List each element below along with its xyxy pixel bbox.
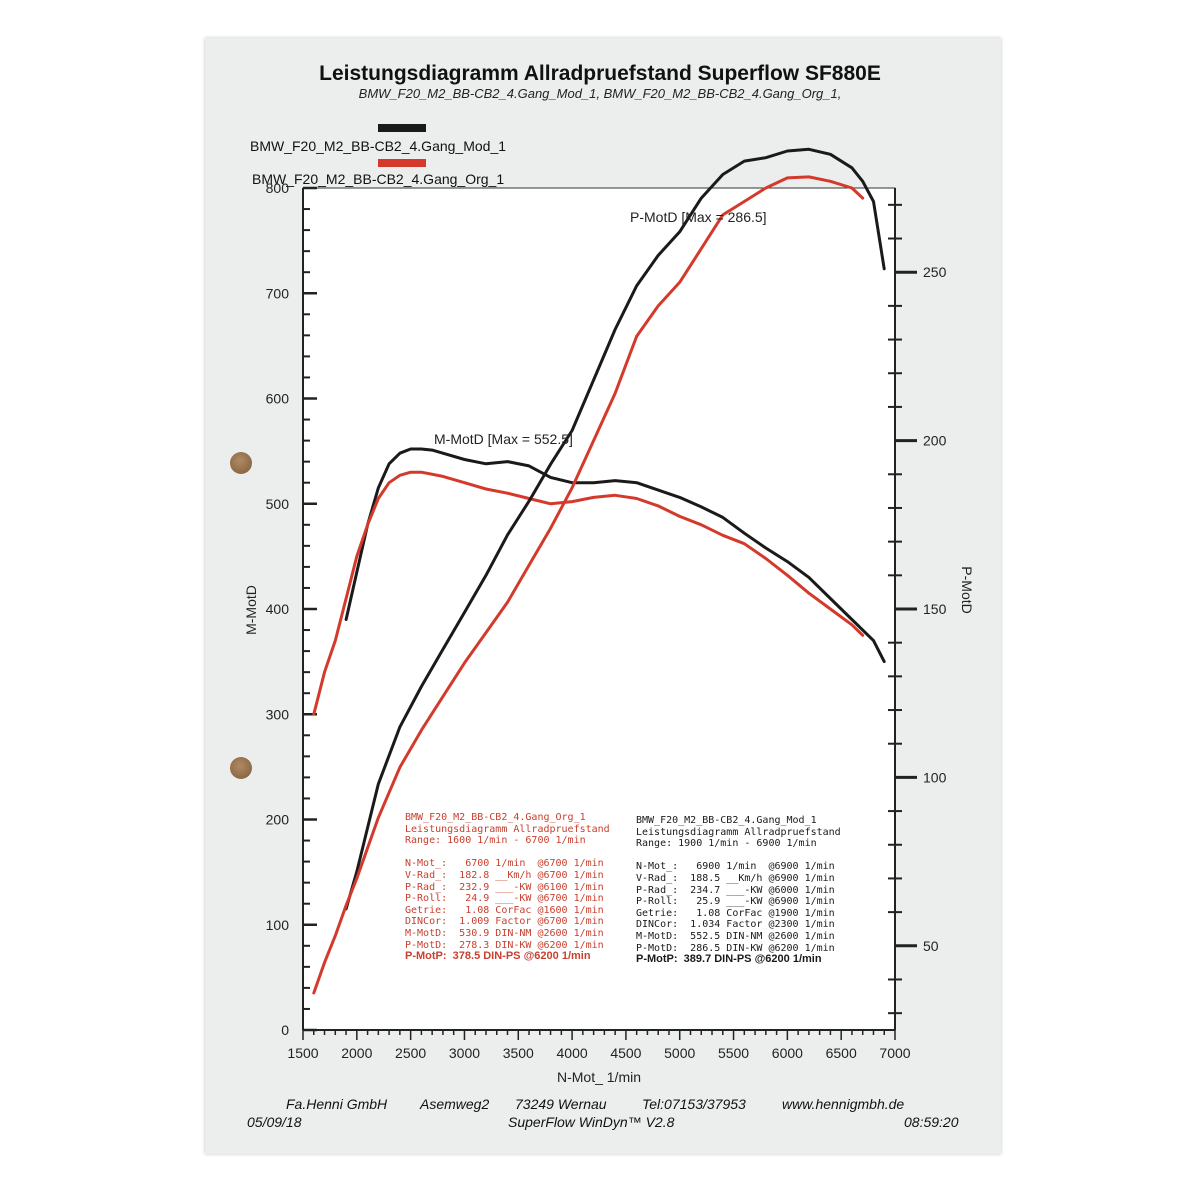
y-left-tick-label: 400 — [266, 601, 290, 617]
result-line: Range: 1600 1/min - 6700 1/min — [405, 835, 586, 847]
result-line: BMW_F20_M2_BB-CB2_4.Gang_Org_1 — [405, 812, 586, 823]
x-tick-label: 6500 — [826, 1045, 857, 1061]
x-tick-label: 1500 — [287, 1045, 318, 1061]
result-line: BMW_F20_M2_BB-CB2_4.Gang_Mod_1 — [636, 815, 817, 826]
result-line: P-MotD: 278.3 DIN-KW @6200 1/min — [405, 939, 604, 951]
punch-hole-bottom — [230, 757, 252, 779]
result-summary: P-MotP: 389.7 DIN-PS @6200 1/min — [636, 953, 822, 966]
x-tick-label: 3500 — [503, 1045, 534, 1061]
punch-hole-top — [230, 452, 252, 474]
legend-label-org: BMW_F20_M2_BB-CB2_4.Gang_Org_1 — [252, 171, 505, 187]
footer-phone: Tel:07153/37953 — [642, 1096, 746, 1112]
y-left-tick-label: 0 — [281, 1022, 289, 1038]
result-line: Leistungsdiagramm Allradpruefstand — [636, 826, 841, 838]
legend-label-mod: BMW_F20_M2_BB-CB2_4.Gang_Mod_1 — [250, 138, 507, 154]
y-right-axis-label: P-MotD — [959, 566, 975, 613]
legend-swatch-mod — [378, 124, 426, 132]
annotation-pmotd-max: P-MotD [Max = 286.5] — [630, 209, 767, 225]
y-right-tick-label: 50 — [923, 938, 939, 954]
x-tick-label: 5000 — [664, 1045, 695, 1061]
footer-city: 73249 Wernau — [515, 1096, 607, 1112]
result-line: Range: 1900 1/min - 6900 1/min — [636, 838, 817, 850]
x-tick-label: 2000 — [341, 1045, 372, 1061]
footer-web: www.hennigmbh.de — [782, 1096, 905, 1112]
legend-swatch-org — [378, 159, 426, 167]
x-tick-label: 4500 — [610, 1045, 641, 1061]
result-line: DINCor: 1.009 Factor @6700 1/min — [405, 916, 604, 928]
y-left-tick-label: 800 — [266, 180, 290, 196]
chart-subtitle: BMW_F20_M2_BB-CB2_4.Gang_Mod_1, BMW_F20_… — [358, 86, 842, 101]
result-line: P-Rad_: 232.9 ___-KW @6100 1/min — [405, 881, 604, 893]
y-left-tick-label: 200 — [266, 812, 290, 828]
x-tick-label: 7000 — [879, 1045, 910, 1061]
chart-title: Leistungsdiagramm Allradpruefstand Super… — [319, 62, 881, 85]
x-tick-label: 4000 — [557, 1045, 588, 1061]
x-tick-label: 3000 — [449, 1045, 480, 1061]
footer-street: Asemweg2 — [420, 1096, 490, 1112]
y-left-tick-label: 500 — [266, 496, 290, 512]
result-box-org: BMW_F20_M2_BB-CB2_4.Gang_Org_1 Leistungsd… — [405, 812, 610, 963]
annotation-mmotd-max: M-MotD [Max = 552.5] — [434, 431, 573, 447]
x-tick-label: 6000 — [772, 1045, 803, 1061]
result-box-mod: BMW_F20_M2_BB-CB2_4.Gang_Mod_1 Leistungsd… — [636, 815, 841, 966]
y-right-tick-label: 150 — [923, 601, 947, 617]
series-line-1 — [312, 470, 865, 716]
result-summary: P-MotP: 378.5 DIN-PS @6200 1/min — [405, 950, 591, 963]
y-right-tick-label: 100 — [923, 769, 947, 785]
result-line: Getrie: 1.08 CorFac @1600 1/min — [405, 904, 604, 916]
series-line-3 — [312, 175, 865, 995]
y-left-tick-label: 700 — [266, 285, 290, 301]
y-left-axis-label: M-MotD — [243, 585, 259, 635]
result-line — [636, 850, 841, 862]
footer-company: Fa.Henni GmbH — [286, 1096, 388, 1112]
footer-software: SuperFlow WinDyn™ V2.8 — [508, 1114, 675, 1130]
x-axis-label: N-Mot_ 1/min — [557, 1069, 641, 1085]
x-tick-label: 5500 — [718, 1045, 749, 1061]
result-line: DINCor: 1.034 Factor @2300 1/min — [636, 919, 835, 931]
y-left-tick-label: 600 — [266, 391, 290, 407]
result-line: V-Rad_: 188.5 __Km/h @6900 1/min — [636, 872, 835, 884]
result-line: Leistungsdiagramm Allradpruefstand — [405, 823, 610, 835]
y-right-tick-label: 200 — [923, 433, 947, 449]
result-line: M-MotD: 530.9 DIN-NM @2600 1/min — [405, 927, 604, 939]
result-line: V-Rad_: 182.8 __Km/h @6700 1/min — [405, 869, 604, 881]
series-line-0 — [344, 447, 886, 664]
result-line: N-Mot_: 6700 1/min @6700 1/min — [405, 858, 604, 870]
result-line: P-Rad_: 234.7 ___-KW @6000 1/min — [636, 884, 835, 896]
result-line: M-MotD: 552.5 DIN-NM @2600 1/min — [636, 930, 835, 942]
result-line: N-Mot_: 6900 1/min @6900 1/min — [636, 861, 835, 873]
y-right-tick-label: 250 — [923, 264, 947, 280]
plot-area — [302, 187, 896, 1031]
result-line: P-Roll: 25.9 ___-KW @6900 1/min — [636, 896, 835, 908]
y-left-tick-label: 100 — [266, 917, 290, 933]
result-line: P-MotD: 286.5 DIN-KW @6200 1/min — [636, 942, 835, 954]
result-line — [405, 847, 610, 859]
result-line: Getrie: 1.08 CorFac @1900 1/min — [636, 907, 835, 919]
footer-time: 08:59:20 — [904, 1114, 959, 1130]
y-left-tick-label: 300 — [266, 706, 290, 722]
x-tick-label: 2500 — [395, 1045, 426, 1061]
footer-date: 05/09/18 — [247, 1114, 302, 1130]
series-line-2 — [344, 147, 886, 911]
result-line: P-Roll: 24.9 ___-KW @6700 1/min — [405, 893, 604, 905]
